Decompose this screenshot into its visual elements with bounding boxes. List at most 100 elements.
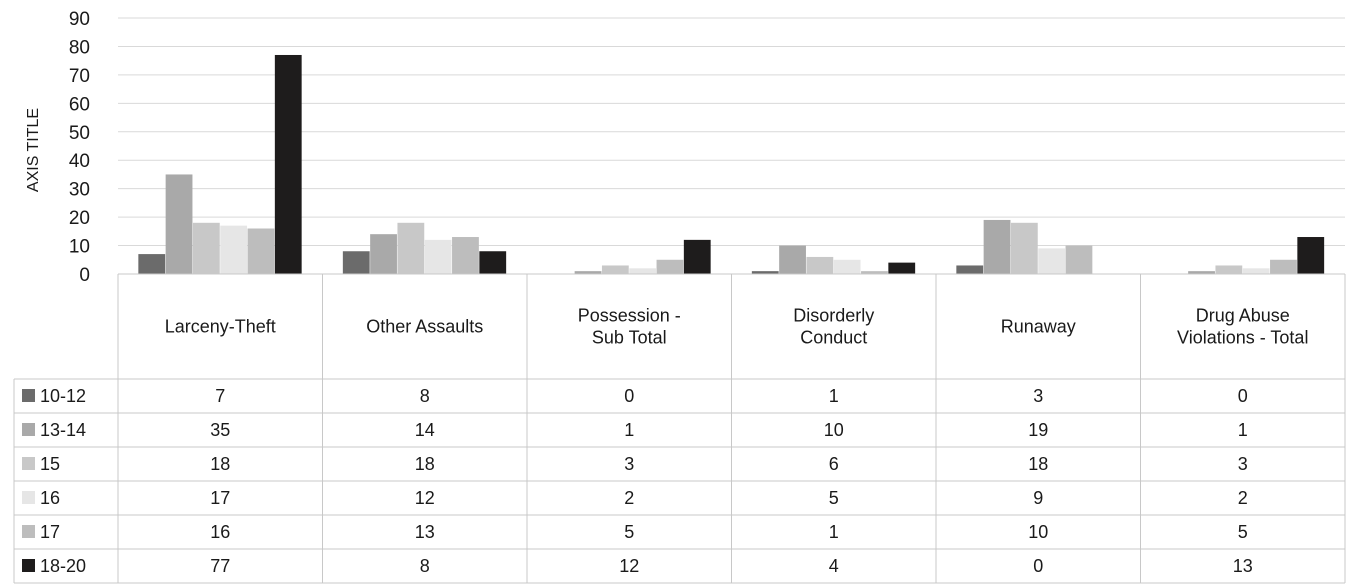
bar bbox=[247, 228, 275, 274]
bar bbox=[397, 222, 425, 274]
bar bbox=[370, 234, 397, 274]
legend-swatch bbox=[22, 491, 35, 504]
bar bbox=[138, 254, 166, 274]
table-cell: 14 bbox=[415, 420, 435, 440]
legend-label: 10-12 bbox=[40, 386, 86, 406]
bar bbox=[342, 251, 370, 274]
table-cell: 13 bbox=[415, 522, 435, 542]
table-cell: 77 bbox=[210, 556, 230, 576]
table-cell: 3 bbox=[1033, 386, 1043, 406]
legend-swatch bbox=[22, 423, 35, 436]
table-cell: 10 bbox=[1028, 522, 1048, 542]
bar bbox=[861, 271, 888, 274]
y-tick-label: 60 bbox=[69, 94, 90, 115]
table-cell: 0 bbox=[1238, 386, 1248, 406]
data-table: Larceny-Theft Other Assaults Possession -S… bbox=[13, 273, 1346, 584]
legend-label: 18-20 bbox=[40, 556, 86, 576]
table-cell: 0 bbox=[1033, 556, 1043, 576]
bar bbox=[779, 245, 806, 274]
bar bbox=[192, 222, 220, 274]
table-cell: 8 bbox=[420, 386, 430, 406]
y-axis-ticks: 0 10 20 30 40 50 60 70 80 90 bbox=[69, 9, 90, 286]
y-tick-label: 0 bbox=[79, 265, 90, 286]
bar bbox=[956, 265, 984, 274]
y-tick-label: 20 bbox=[69, 208, 90, 229]
category-label: Larceny-Theft bbox=[165, 317, 276, 337]
table-cell: 5 bbox=[1238, 522, 1248, 542]
category-label: Disorderly bbox=[793, 306, 874, 326]
category-label: Runaway bbox=[1001, 317, 1076, 337]
bar bbox=[220, 225, 248, 274]
bar bbox=[1038, 248, 1066, 274]
legend-label: 15 bbox=[40, 454, 60, 474]
bar bbox=[1010, 222, 1038, 274]
category-label: Drug Abuse bbox=[1196, 306, 1290, 326]
bar bbox=[751, 271, 779, 274]
table-cell: 3 bbox=[624, 454, 634, 474]
legend-swatch bbox=[22, 559, 35, 572]
y-tick-label: 90 bbox=[69, 9, 90, 30]
y-tick-label: 40 bbox=[69, 151, 90, 172]
table-cell: 5 bbox=[624, 522, 634, 542]
bar bbox=[165, 174, 193, 274]
y-tick-label: 50 bbox=[69, 123, 90, 144]
bar bbox=[656, 259, 684, 274]
category-label: Conduct bbox=[800, 328, 867, 348]
table-cell: 35 bbox=[210, 420, 230, 440]
category-label: Sub Total bbox=[592, 328, 667, 348]
bar bbox=[601, 265, 629, 274]
legend-swatch bbox=[22, 457, 35, 470]
bar bbox=[983, 219, 1011, 274]
legend-label: 13-14 bbox=[40, 420, 86, 440]
table-cell: 1 bbox=[829, 386, 839, 406]
bar bbox=[1297, 237, 1325, 274]
y-tick-label: 30 bbox=[69, 180, 90, 201]
table-cell: 12 bbox=[415, 488, 435, 508]
table-cell: 2 bbox=[624, 488, 634, 508]
bar bbox=[424, 239, 452, 274]
table-cell: 19 bbox=[1028, 420, 1048, 440]
table-cell: 3 bbox=[1238, 454, 1248, 474]
legend-label: 16 bbox=[40, 488, 60, 508]
bar bbox=[806, 256, 834, 274]
table-cell: 18 bbox=[415, 454, 435, 474]
y-tick-label: 80 bbox=[69, 37, 90, 58]
bar bbox=[274, 54, 302, 274]
table-cell: 9 bbox=[1033, 488, 1043, 508]
table-cell: 2 bbox=[1238, 488, 1248, 508]
y-tick-label: 10 bbox=[69, 237, 90, 258]
bar bbox=[1065, 245, 1093, 274]
gridlines bbox=[118, 17, 1345, 247]
table-cell: 13 bbox=[1233, 556, 1253, 576]
table-cell: 1 bbox=[829, 522, 839, 542]
table-cell: 17 bbox=[210, 488, 230, 508]
table-cell: 5 bbox=[829, 488, 839, 508]
y-tick-label: 70 bbox=[69, 66, 90, 87]
table-cell: 0 bbox=[624, 386, 634, 406]
legend-swatch bbox=[22, 389, 35, 402]
table-cell: 6 bbox=[829, 454, 839, 474]
bar bbox=[452, 237, 479, 274]
bar bbox=[479, 251, 507, 274]
table-cell: 1 bbox=[624, 420, 634, 440]
bar bbox=[1215, 265, 1243, 274]
bar bbox=[888, 262, 916, 274]
table-cell: 12 bbox=[619, 556, 639, 576]
category-label: Other Assaults bbox=[366, 317, 483, 337]
table-cell: 1 bbox=[1238, 420, 1248, 440]
bar bbox=[833, 259, 861, 274]
category-label: Possession - bbox=[578, 306, 681, 326]
bar bbox=[683, 239, 711, 274]
table-cell: 10 bbox=[824, 420, 844, 440]
bar bbox=[1242, 268, 1270, 274]
bars bbox=[138, 54, 1325, 274]
bar bbox=[629, 268, 657, 274]
y-axis-label: AXIS TITLE bbox=[25, 108, 42, 192]
bar bbox=[1270, 259, 1297, 274]
bar bbox=[1188, 271, 1215, 274]
table-cell: 18 bbox=[210, 454, 230, 474]
category-label: Violations - Total bbox=[1177, 328, 1308, 348]
table-cell: 4 bbox=[829, 556, 839, 576]
table-cell: 7 bbox=[215, 386, 225, 406]
